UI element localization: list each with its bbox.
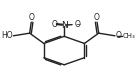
- Text: O: O: [115, 31, 121, 40]
- Text: −: −: [75, 21, 80, 26]
- Text: O: O: [74, 20, 80, 29]
- Text: CH₃: CH₃: [123, 33, 135, 39]
- Text: O: O: [29, 13, 35, 22]
- Text: HO: HO: [1, 31, 13, 40]
- Text: N: N: [61, 21, 67, 30]
- Text: O: O: [51, 20, 57, 29]
- Text: +: +: [65, 22, 70, 27]
- Text: O: O: [94, 13, 100, 22]
